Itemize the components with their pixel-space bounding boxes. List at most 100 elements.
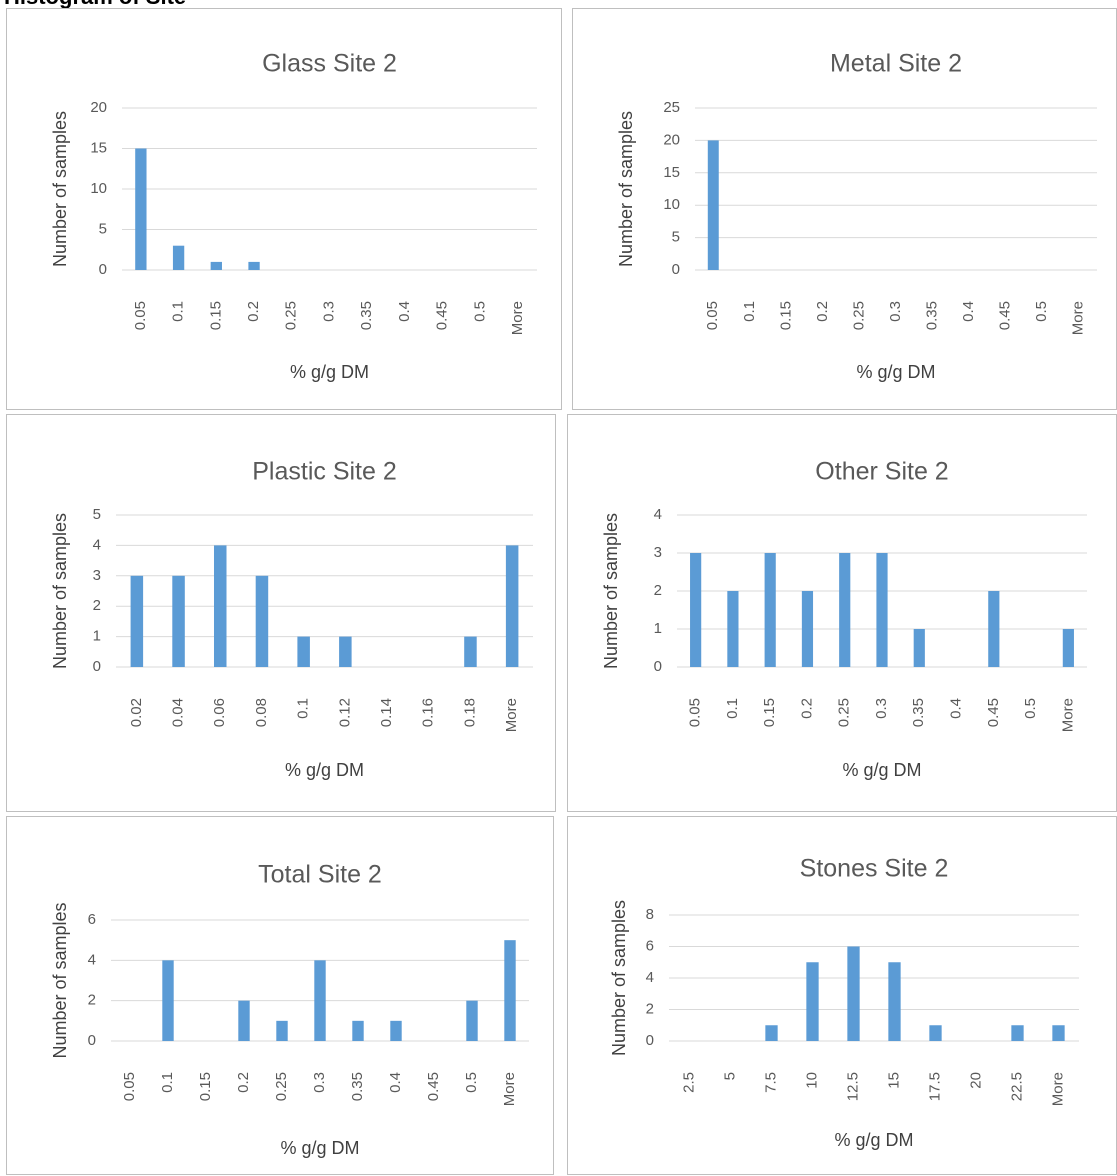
y-tick-label: 1 (654, 620, 662, 637)
x-tick-label: 0.35 (910, 698, 927, 727)
y-tick-label: 6 (646, 937, 654, 954)
x-axis-label: % g/g DM (856, 362, 935, 382)
x-tick-label: More (503, 698, 520, 732)
bar (135, 148, 147, 270)
y-axis-label: Number of samples (50, 513, 70, 669)
y-axis-label: Number of samples (609, 900, 629, 1056)
bar (929, 1025, 942, 1041)
x-tick-label: 0.15 (197, 1072, 214, 1101)
x-tick-label: More (501, 1072, 518, 1106)
bar (314, 960, 326, 1041)
bar (1011, 1025, 1024, 1041)
y-tick-label: 0 (99, 261, 107, 278)
x-tick-label: 0.05 (687, 698, 704, 727)
y-tick-label: 3 (93, 567, 101, 584)
chart-svg: Total Site 2 0 2 4 6 0.05 0.1 0.15 0.2 0.25 0.3 0.3… (50, 861, 529, 1158)
x-tick-label: 0.5 (1022, 698, 1039, 719)
y-tick-label: 20 (663, 131, 680, 148)
x-tick-label: 0.5 (463, 1072, 480, 1093)
bar (390, 1020, 402, 1041)
bar (276, 1020, 288, 1041)
chart-svg: Stones Site 2 0 2 4 6 8 2.5 5 7.5 10 12.5 15 17.5 20 2… (609, 855, 1079, 1150)
x-tick-label: More (509, 301, 526, 335)
bar (352, 1020, 364, 1041)
bar (466, 1000, 478, 1041)
x-tick-label: 0.16 (420, 698, 437, 727)
x-tick-label: 5 (721, 1072, 738, 1080)
chart-svg: Plastic Site 2 0 1 2 3 4 5 0.02 0.04 0.06 0.08 0.1 0… (50, 458, 533, 780)
y-tick-label: 4 (654, 506, 662, 523)
bar (801, 591, 814, 667)
bar (210, 261, 222, 270)
x-tick-label: 0.4 (387, 1072, 404, 1093)
y-tick-label: 25 (663, 99, 680, 116)
y-tick-label: 15 (90, 139, 107, 156)
y-tick-label: 0 (672, 261, 680, 278)
x-tick-label: 0.02 (128, 698, 145, 727)
bar (172, 575, 185, 667)
bar (913, 629, 925, 667)
bar (505, 545, 519, 667)
chart-title: Total Site 2 (258, 861, 382, 889)
bar (162, 960, 174, 1041)
chart-panel: Glass Site 2 0 5 10 15 20 0.05 0.1 0.15 0.2 0.25 0.… (6, 8, 562, 410)
y-tick-label: 2 (88, 992, 96, 1009)
x-tick-label: 0.1 (159, 1072, 176, 1093)
x-tick-label: 0.1 (741, 301, 758, 322)
x-axis-label: % g/g DM (842, 760, 921, 780)
page-heading: Histogram of Site (4, 0, 186, 10)
x-tick-label: 0.1 (170, 301, 187, 322)
bar (464, 636, 477, 667)
x-tick-label: 2.5 (680, 1072, 697, 1093)
x-tick-label: 0.3 (873, 698, 890, 719)
x-axis-label: % g/g DM (290, 362, 369, 382)
x-tick-label: 0.45 (434, 301, 451, 330)
bar (172, 245, 185, 270)
x-tick-label: 0.15 (207, 301, 224, 330)
x-tick-label: 0.25 (273, 1072, 290, 1101)
x-tick-label: 0.3 (887, 301, 904, 322)
x-tick-label: 0.2 (798, 698, 815, 719)
bar (130, 575, 144, 667)
chart-panel: Other Site 2 0 1 2 3 4 0.05 0.1 0.15 0.2 0.25 0.3 0.… (567, 414, 1117, 812)
x-tick-label: 0.2 (235, 1072, 252, 1093)
y-tick-label: 0 (654, 658, 662, 675)
x-tick-label: 0.05 (704, 301, 721, 330)
bar (847, 946, 860, 1041)
y-tick-label: 2 (93, 597, 101, 614)
x-tick-label: 15 (885, 1072, 902, 1089)
x-tick-label: 0.25 (283, 301, 300, 330)
x-axis-label: % g/g DM (834, 1130, 913, 1150)
x-tick-label: More (1070, 301, 1087, 335)
x-tick-label: 0.45 (997, 301, 1014, 330)
x-tick-label: 0.4 (948, 698, 965, 719)
chart-title: Other Site 2 (815, 458, 948, 486)
x-tick-label: 0.08 (253, 698, 270, 727)
y-axis-label: Number of samples (50, 902, 70, 1058)
y-tick-label: 10 (90, 180, 107, 197)
bar (727, 591, 739, 667)
x-tick-label: 0.14 (378, 698, 395, 727)
y-tick-label: 8 (646, 906, 654, 923)
x-tick-label: 0.35 (349, 1072, 366, 1101)
chart-panel: Plastic Site 2 0 1 2 3 4 5 0.02 0.04 0.06 0.08 0.1 0… (6, 414, 556, 812)
bar (764, 553, 776, 667)
bar (765, 1025, 778, 1041)
x-tick-label: 0.35 (924, 301, 941, 330)
x-tick-label: 0.05 (121, 1072, 138, 1101)
chart-svg: Glass Site 2 0 5 10 15 20 0.05 0.1 0.15 0.2 0.25 0.… (50, 50, 537, 382)
y-tick-label: 20 (90, 99, 107, 116)
bar (707, 140, 719, 270)
y-axis-label: Number of samples (616, 111, 636, 267)
bar (988, 591, 1000, 667)
y-tick-label: 0 (88, 1032, 96, 1049)
x-tick-label: 0.05 (132, 301, 149, 330)
bar (806, 962, 819, 1041)
bar (1052, 1025, 1065, 1041)
x-tick-label: 0.15 (777, 301, 794, 330)
bar (248, 261, 260, 270)
y-tick-label: 6 (88, 911, 96, 928)
chart-svg: Metal Site 2 0 5 10 15 20 25 0.05 0.1 0.15 0.2 0.25… (616, 50, 1097, 382)
bar (255, 575, 269, 667)
y-tick-label: 0 (646, 1032, 654, 1049)
